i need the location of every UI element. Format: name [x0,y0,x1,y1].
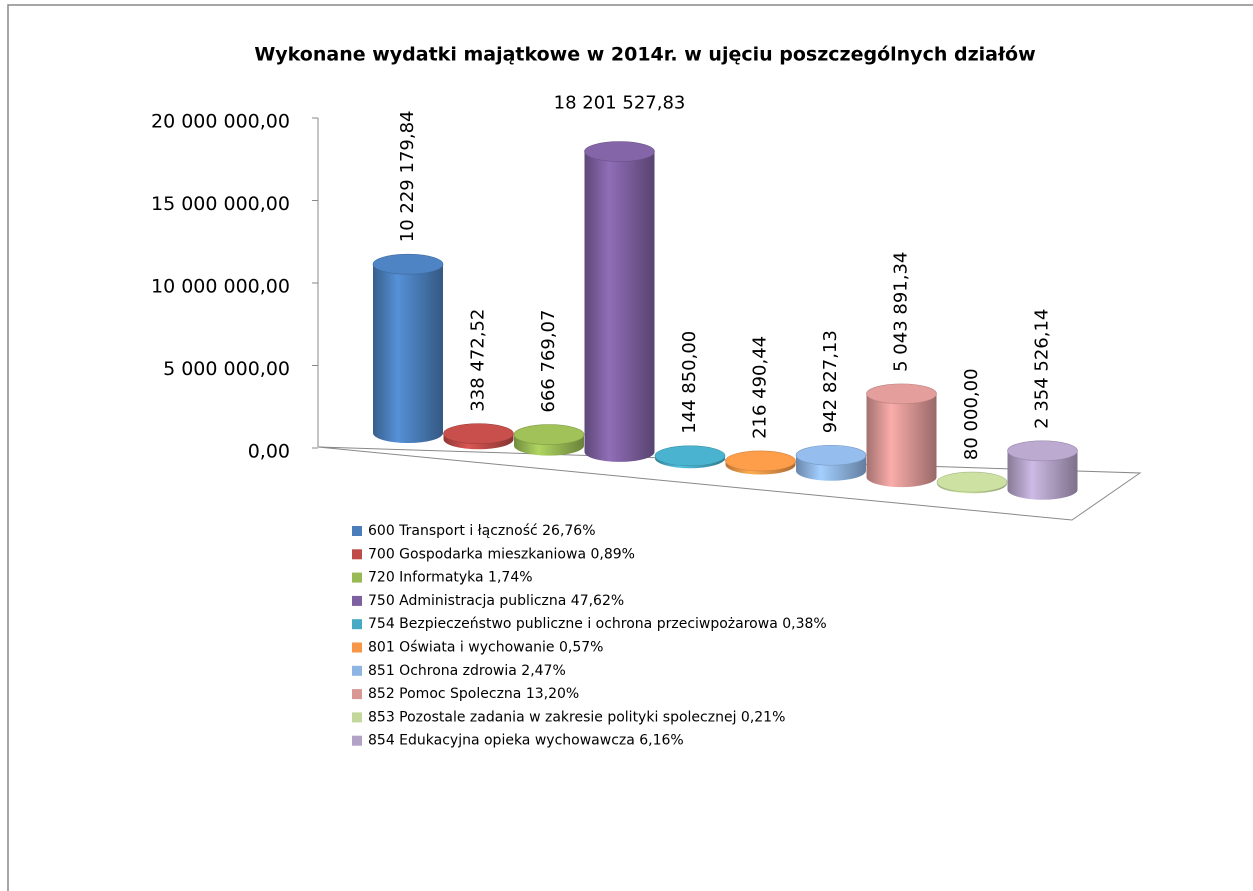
chart-title: Wykonane wydatki majątkowe w 2014r. w uj… [254,44,1035,66]
bar-top [936,471,1008,493]
legend-swatch [352,526,362,536]
data-label: 144 850,00 [679,331,700,434]
legend-swatch [352,595,362,606]
data-label: 216 490,44 [750,336,771,439]
legend-label: 720 Informatyka 1,74% [368,570,533,586]
bar-top [725,450,796,472]
legend-swatch [352,712,362,723]
bar [866,393,937,488]
data-label: 80 000,00 [961,368,982,460]
legend-label: 754 Bezpieczeństwo publiczne i ochrona p… [368,616,827,632]
bar-top [1007,440,1078,462]
legend-swatch [352,619,362,630]
legend-label: 851 Ochrona zdrowia 2,47% [368,663,566,679]
legend-swatch [352,549,362,560]
bar-top [866,383,937,405]
y-tick-label: 20 000 000,00 [151,111,290,133]
legend-swatch [352,689,362,700]
bar-top [654,445,726,467]
y-tick-label: 15 000 000,00 [151,193,290,215]
y-tick-label: 0,00 [248,441,290,463]
bar-top [372,253,444,275]
bar [373,264,443,443]
legend-label: 854 Edukacyjna opieka wychowawcza 6,16% [368,733,684,749]
data-label: 338 472,52 [468,309,489,412]
bar-top [584,141,655,162]
legend-swatch [352,642,362,653]
legend-label: 600 Transport i łączność 26,76% [368,523,596,539]
legend-swatch [352,735,362,746]
bar-top [513,424,585,445]
legend-label: 853 Pozostale zadania w zakresie polityk… [368,709,785,725]
data-label: 10 229 179,84 [397,111,418,243]
bar-top [443,423,514,445]
data-label: 942 827,13 [820,330,841,433]
bar-top [795,444,867,466]
bar [584,151,655,462]
data-label: 18 201 527,83 [554,93,686,114]
legend-label: 801 Oświata i wychowanie 0,57% [368,640,603,656]
y-tick-label: 5 000 000,00 [163,358,290,380]
bar [1007,450,1078,500]
y-tick-label: 10 000 000,00 [151,276,290,298]
legend-swatch [352,572,362,583]
legend-label: 700 Gospodarka mieszkaniowa 0,89% [368,546,635,562]
legend-label: 750 Administracja publiczna 47,62% [368,593,624,609]
legend-label: 852 Pomoc Spoleczna 13,20% [368,686,579,702]
data-label: 5 043 891,34 [891,252,912,372]
data-label: 666 769,07 [538,310,559,413]
legend-swatch [352,665,362,676]
data-label: 2 354 526,14 [1032,309,1053,429]
